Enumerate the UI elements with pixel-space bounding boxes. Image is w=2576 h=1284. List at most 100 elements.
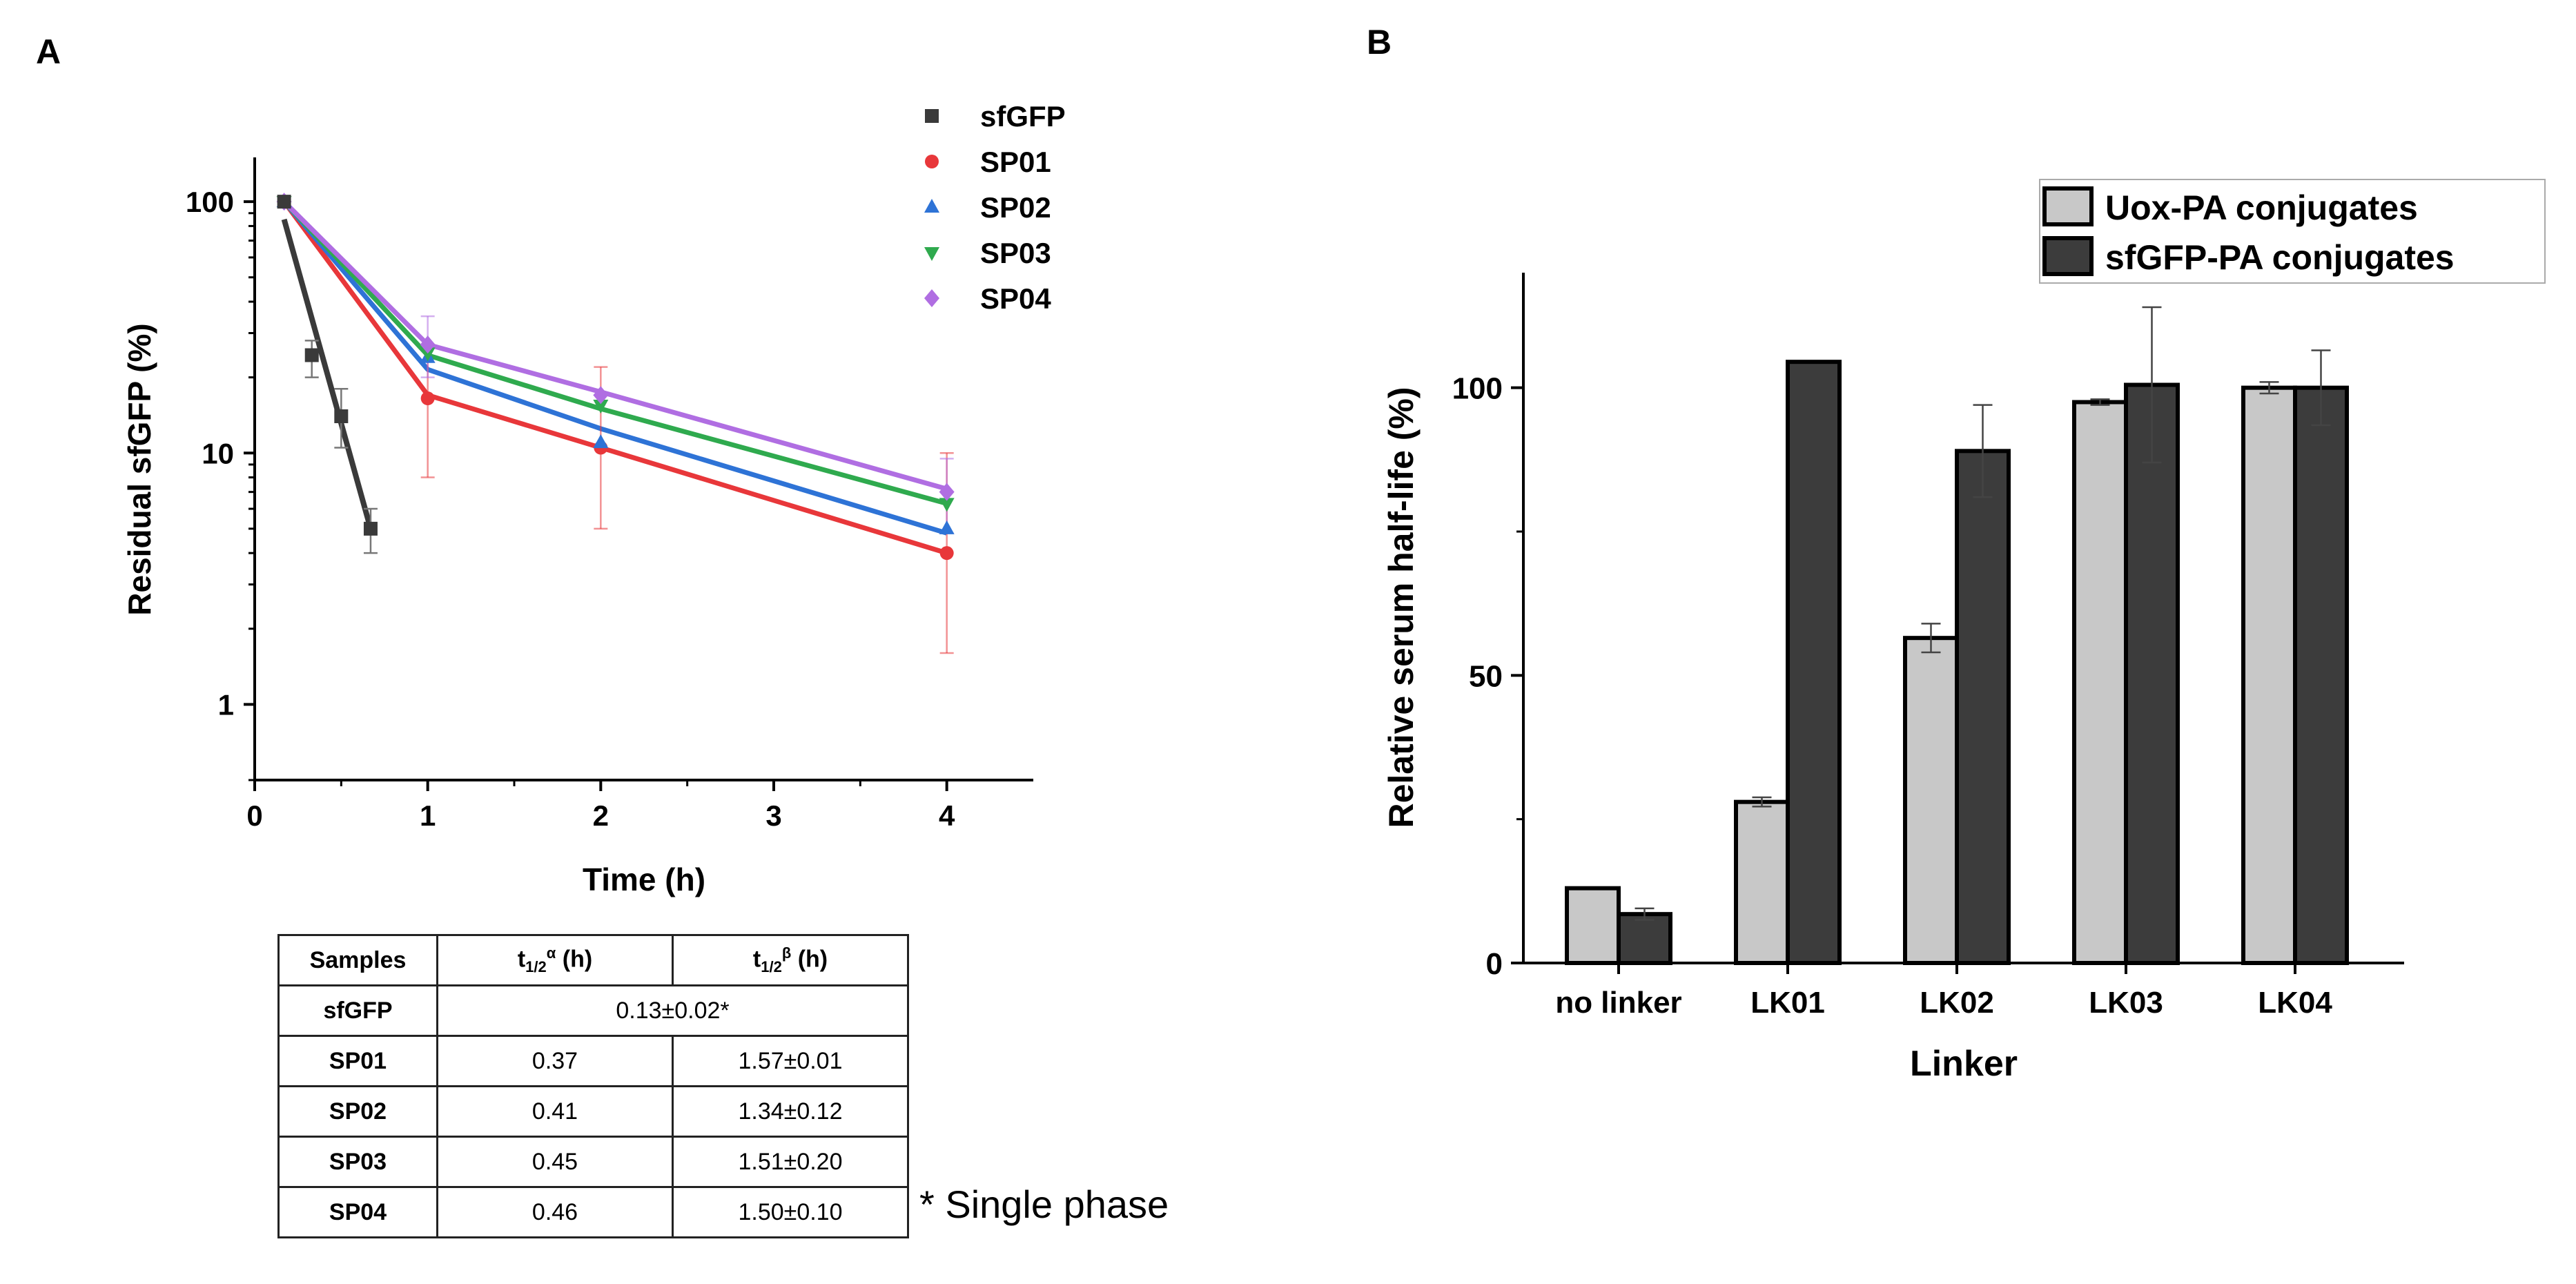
legend-label-SP01: SP01 [980, 146, 1051, 178]
chart-a-y-tick-label: 1 [218, 688, 234, 721]
chart-b-legend: Uox-PA conjugates sfGFP-PA conjugates [2039, 179, 2546, 284]
chart-b-y-tick-label: 100 [1452, 372, 1503, 406]
chart-b-category-label: LK03 [2089, 986, 2163, 1020]
data-point-sfGFP [334, 409, 349, 424]
chart-a-x-tick-label: 1 [420, 799, 436, 832]
header-samples: Samples [277, 934, 438, 986]
cell-alpha: 0.46 [436, 1186, 674, 1238]
legend-marker-SP01 [925, 155, 939, 168]
bar-sfgfp-LK03 [2124, 382, 2180, 965]
chart-b-category-label: LK01 [1750, 986, 1825, 1020]
bar-uox-LK02 [1903, 636, 1959, 966]
table-row: SP03 0.45 1.51±0.20 [277, 1136, 909, 1188]
chart-b-y-tick-label: 50 [1469, 659, 1503, 693]
header-t-beta-sup: β [781, 944, 792, 962]
fit-line-SP03 [282, 200, 948, 506]
chart-a-y-tick-label: 100 [186, 186, 234, 218]
fit-line-SP02 [282, 200, 948, 536]
header-t-alpha-sup: α [546, 944, 556, 962]
header-t-beta-sub: 1/2 [761, 958, 782, 976]
legend-label-sfgfp: sfGFP-PA conjugates [2105, 238, 2455, 277]
legend-label-SP03: SP03 [980, 237, 1051, 269]
data-point-SP02 [593, 434, 609, 449]
half-life-table: Samples t1/2α (h) t1/2β (h) sfGFP 0.13±0… [277, 934, 909, 1238]
data-point-SP04 [939, 483, 955, 501]
legend-marker-sfGFP [925, 109, 939, 123]
chart-a-axes [253, 157, 1033, 781]
bar-uox-no-linker [1565, 886, 1621, 965]
cell-alpha: 0.37 [436, 1035, 674, 1087]
chart-b-category-label: LK02 [1920, 986, 1994, 1020]
chart-b-y-label: Relative serum half-life (%) [1382, 387, 1421, 828]
table-row: SP01 0.37 1.57±0.01 [277, 1035, 909, 1087]
bar-sfgfp-LK01 [1786, 360, 1842, 965]
header-t-alpha-sub: 1/2 [525, 958, 547, 976]
legend-marker-SP03 [924, 247, 939, 261]
table-footnote: * Single phase [919, 1183, 1169, 1226]
legend-label-SP04: SP04 [980, 282, 1051, 315]
cell-alpha: 0.41 [436, 1085, 674, 1138]
header-t-beta: t1/2β (h) [672, 934, 909, 986]
chart-b-category-label: no linker [1555, 986, 1681, 1020]
panel-label-b: B [1367, 23, 1392, 61]
table-row: sfGFP 0.13±0.02* [277, 984, 909, 1037]
chart-a-legend: sfGFP SP01 SP02 SP03 SP04 [924, 100, 1066, 315]
cell-beta: 1.34±0.12 [672, 1085, 909, 1138]
legend-marker-SP04 [924, 289, 939, 307]
fit-line-SP01 [282, 200, 948, 556]
data-point-SP04 [420, 335, 436, 354]
data-point-SP01 [420, 391, 435, 406]
bar-sfgfp-LK02 [1955, 449, 2011, 965]
cell-sample: SP01 [277, 1035, 438, 1087]
fit-line-SP04 [282, 200, 948, 492]
bar-sfgfp-no-linker [1617, 912, 1672, 965]
chart-a-x-tick-label: 3 [765, 799, 781, 832]
data-point-SP01 [939, 546, 954, 561]
legend-swatch-uox [2042, 186, 2094, 226]
chart-b: no linker LK01 LK02 LK03 LK04 0 50 100 Linker R… [1382, 179, 2546, 1084]
data-point-sfGFP [304, 348, 319, 362]
chart-a-fit-lines [281, 200, 948, 556]
legend-box [2039, 179, 2546, 284]
chart-b-y-tick-label: 0 [1486, 947, 1503, 981]
cell-sample: SP04 [277, 1186, 438, 1238]
legend-label-sfGFP: sfGFP [980, 100, 1066, 133]
panel-label-a: A [36, 32, 61, 71]
half-life-table-wrap: Samples t1/2α (h) t1/2β (h) sfGFP 0.13±0… [277, 934, 909, 1238]
data-point-sfGFP [363, 521, 378, 536]
bar-uox-LK03 [2072, 400, 2128, 965]
data-point-sfGFP [277, 195, 291, 209]
fit-line-sfGFP [281, 218, 373, 529]
cell-beta: 1.51±0.20 [672, 1136, 909, 1188]
bar-uox-LK01 [1734, 799, 1790, 965]
chart-b-category-label: LK04 [2258, 986, 2332, 1020]
chart-b-bars [1565, 360, 2349, 966]
chart-a-y-label: Residual sfGFP (%) [121, 323, 157, 615]
chart-b-x-label: Linker [1910, 1044, 2018, 1084]
chart-b-ticks: no linker LK01 LK02 LK03 LK04 0 50 100 [1452, 372, 2333, 1020]
cell-beta: 1.57±0.01 [672, 1035, 909, 1087]
data-point-SP03 [420, 347, 436, 362]
cell-beta: 1.50±0.10 [672, 1186, 909, 1238]
chart-a-x-label: Time (h) [583, 862, 705, 897]
chart-a-ticks: 0 1 2 3 4 1 10 100 [186, 186, 955, 832]
header-t-beta-main: t [752, 946, 761, 973]
bar-uox-LK04 [2241, 385, 2297, 965]
chart-b-error-bars [1635, 306, 2331, 921]
cell-alpha: 0.45 [436, 1136, 674, 1188]
table-row: SP02 0.41 1.34±0.12 [277, 1085, 909, 1138]
cell-sample: SP03 [277, 1136, 438, 1188]
chart-a-x-tick-label: 0 [246, 799, 262, 832]
chart-a-error-bars [304, 315, 954, 654]
chart-a-x-tick-label: 2 [593, 799, 609, 832]
table-row: SP04 0.46 1.50±0.10 [277, 1186, 909, 1238]
data-point-SP02 [939, 520, 955, 534]
legend-swatch-sfgfp [2042, 236, 2094, 276]
chart-a-y-tick-label: 10 [202, 437, 234, 469]
chart-a-x-tick-label: 4 [939, 799, 955, 832]
chart-a-points [276, 193, 955, 561]
cell-merged: 0.13±0.02* [436, 984, 909, 1037]
data-point-SP04 [593, 386, 609, 405]
